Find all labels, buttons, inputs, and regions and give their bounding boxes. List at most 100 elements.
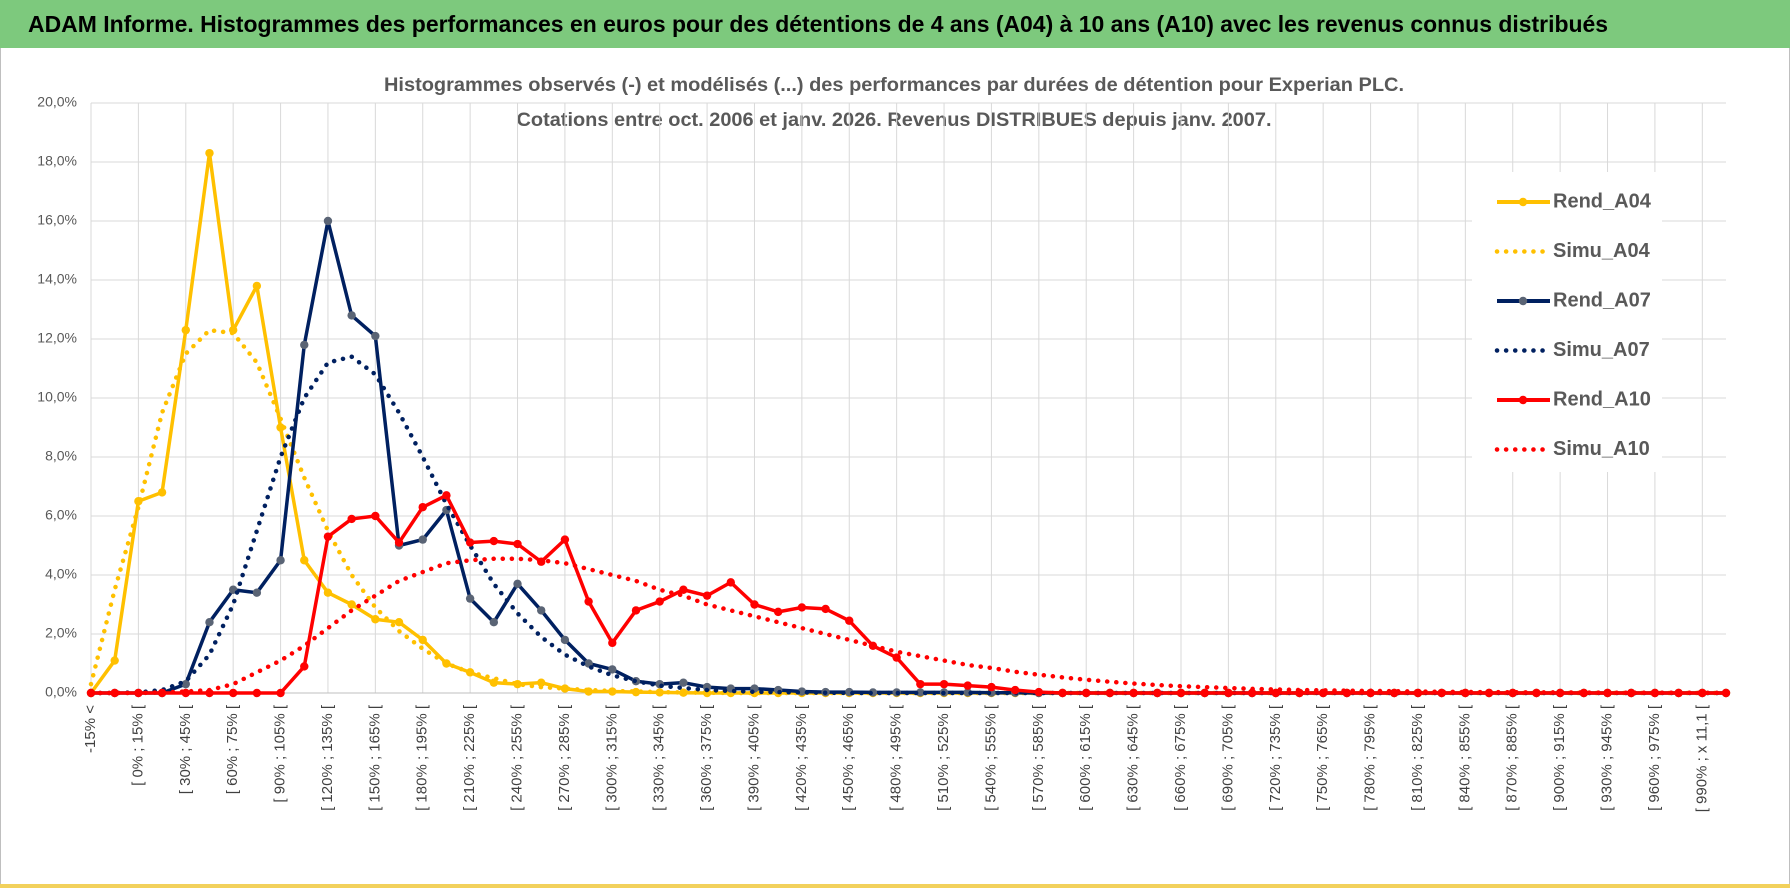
data-point — [181, 325, 190, 335]
data-point — [252, 688, 262, 698]
data-point — [1153, 688, 1162, 698]
data-point — [773, 607, 783, 617]
legend-marker — [1518, 296, 1528, 306]
data-point — [1698, 688, 1707, 698]
data-point — [1247, 688, 1257, 698]
data-point — [181, 679, 190, 689]
data-point — [608, 665, 617, 674]
x-tick-label: [ 150% ; 165% [ — [366, 704, 383, 811]
x-tick-label: [ 60% ; 75% [ — [224, 704, 241, 794]
data-point — [276, 423, 285, 432]
x-tick-label: [ 240% ; 255% [ — [508, 704, 525, 811]
data-point — [323, 588, 333, 597]
y-tick-label: 18,0% — [37, 153, 77, 169]
x-tick-label: [ 930% ; 945% [ — [1598, 704, 1615, 811]
data-point — [1105, 688, 1115, 698]
x-tick-label: [ 630% ; 645% [ — [1125, 704, 1142, 811]
y-tick-label: 6,0% — [45, 507, 77, 523]
data-point — [916, 679, 925, 689]
x-tick-label: [ 270% ; 285% [ — [556, 704, 573, 811]
legend-label: Rend_A04 — [1553, 190, 1652, 212]
x-tick-label: [ 660% ; 675% [ — [1172, 704, 1189, 811]
x-tick-label: [ 210% ; 225% [ — [461, 704, 478, 811]
x-tick-label: [ 180% ; 195% [ — [414, 704, 431, 811]
data-point — [1034, 687, 1044, 697]
x-tick-label: [ 450% ; 465% [ — [840, 704, 857, 811]
data-point — [276, 556, 285, 565]
data-point — [323, 216, 333, 226]
legend-box — [1472, 172, 1662, 472]
y-tick-label: 10,0% — [37, 389, 77, 405]
data-point — [726, 578, 735, 587]
data-point — [939, 679, 949, 689]
y-tick-label: 16,0% — [37, 212, 77, 228]
data-point — [110, 656, 119, 665]
y-tick-label: 14,0% — [37, 271, 77, 287]
data-point — [1200, 688, 1209, 698]
x-tick-label: [ 330% ; 345% [ — [651, 704, 668, 811]
data-point — [608, 638, 617, 648]
data-point — [797, 603, 807, 612]
data-point — [1271, 688, 1280, 698]
legend-label: Simu_A10 — [1553, 438, 1650, 460]
data-point — [489, 536, 499, 546]
x-tick-label: [ 420% ; 435% [ — [793, 704, 810, 811]
data-point — [394, 618, 404, 627]
data-point — [394, 538, 404, 547]
x-tick-label: [ 900% ; 915% [ — [1551, 704, 1568, 811]
data-point — [1058, 688, 1067, 698]
data-point — [702, 591, 712, 600]
data-point — [418, 502, 427, 512]
data-point — [963, 681, 972, 690]
data-point — [1010, 685, 1020, 695]
data-point — [750, 600, 759, 609]
data-point — [560, 635, 570, 645]
data-point — [347, 514, 356, 524]
data-point — [205, 618, 214, 627]
series-line — [88, 556, 1729, 696]
legend-marker — [1518, 395, 1528, 405]
data-point — [371, 511, 380, 521]
x-tick-label: [ 690% ; 705% [ — [1219, 704, 1236, 811]
data-point — [465, 538, 475, 547]
x-tick-label: [ 300% ; 315% [ — [603, 704, 620, 811]
legend-label: Simu_A04 — [1553, 240, 1651, 262]
data-point — [347, 600, 356, 609]
x-tick-label: [ 840% ; 855% [ — [1456, 704, 1473, 811]
data-point — [1627, 688, 1636, 698]
data-point — [300, 340, 309, 350]
x-tick-label: [ 540% ; 555% [ — [982, 704, 999, 811]
y-tick-label: 12,0% — [37, 330, 77, 346]
legend-label: Simu_A07 — [1553, 339, 1650, 361]
x-tick-label: [ 780% ; 795% [ — [1362, 704, 1379, 811]
x-tick-label: [ 720% ; 735% [ — [1267, 704, 1284, 811]
y-tick-label: 4,0% — [45, 566, 77, 582]
data-point — [347, 311, 356, 320]
data-point — [560, 535, 570, 544]
y-tick-label: 8,0% — [45, 448, 77, 464]
x-tick-label: [ 30% ; 45% [ — [177, 704, 194, 794]
x-tick-label: [ 570% ; 585% [ — [1030, 704, 1047, 811]
x-tick-label: [ 990% ; x 11,1 [ — [1693, 704, 1710, 812]
data-point — [205, 148, 214, 158]
y-tick-label: 0,0% — [45, 684, 77, 700]
data-point — [489, 618, 499, 627]
data-point — [537, 606, 546, 615]
data-point — [276, 688, 285, 698]
x-tick-label: [ 390% ; 405% [ — [745, 704, 762, 811]
data-point — [418, 535, 427, 544]
data-point — [157, 488, 167, 497]
data-point — [465, 594, 475, 603]
legend-marker — [1518, 197, 1528, 207]
x-tick-label: [ 120% ; 135% [ — [319, 704, 336, 811]
chart-subtitle: Cotations entre oct. 2006 et janv. 2026.… — [517, 110, 1272, 131]
data-point — [631, 687, 641, 697]
legend-label: Rend_A10 — [1553, 388, 1651, 410]
x-tick-label: [ 0% ; 15% [ — [129, 704, 146, 786]
data-point — [300, 556, 309, 565]
data-point — [679, 585, 688, 594]
data-point — [1224, 688, 1233, 698]
data-point — [110, 688, 119, 698]
data-point — [418, 635, 427, 645]
